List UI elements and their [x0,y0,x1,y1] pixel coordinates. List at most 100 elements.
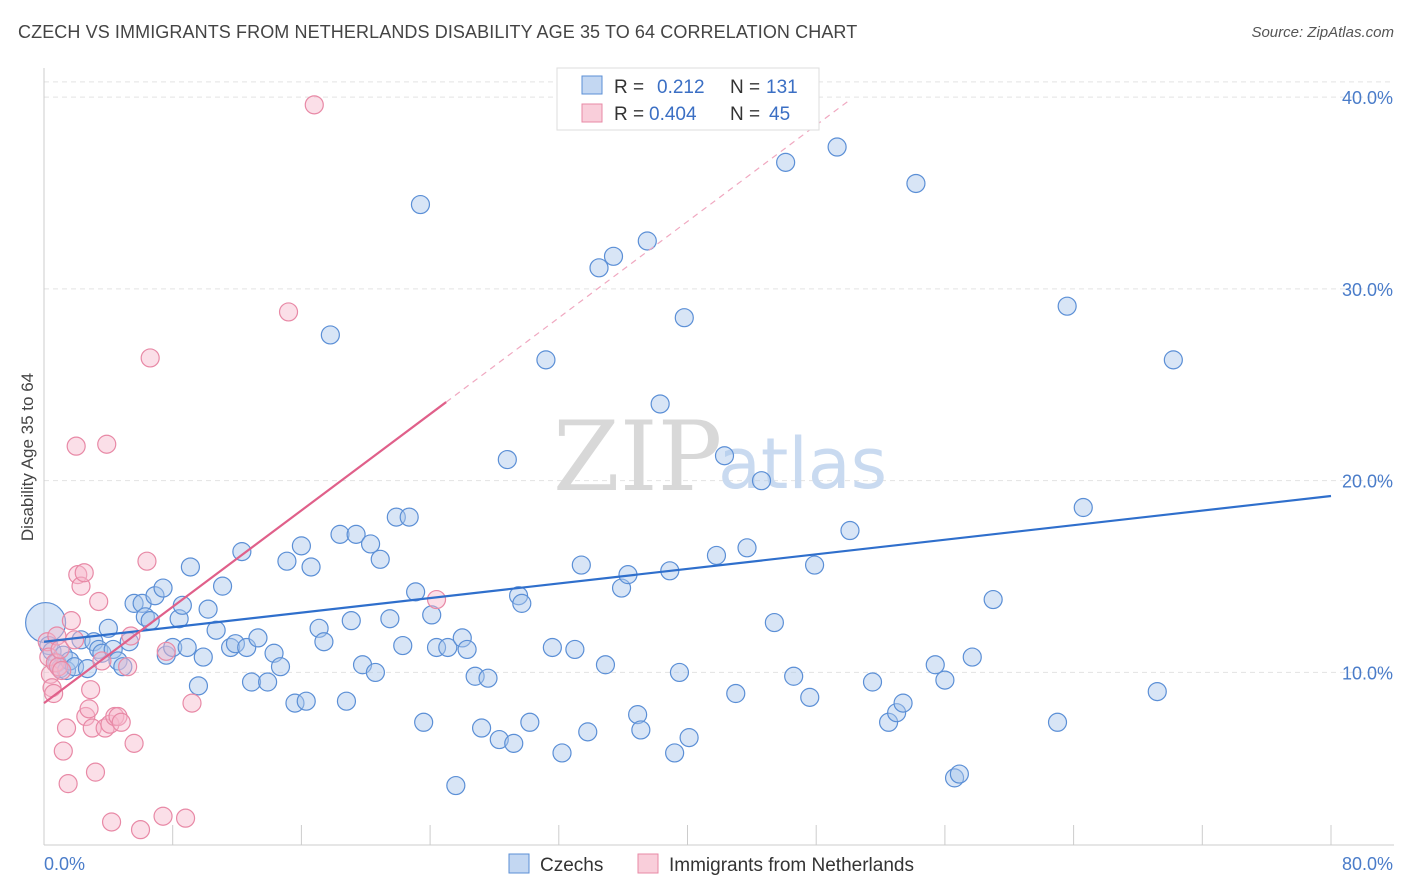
watermark: ZIP atlas [553,401,887,513]
grid-lines [44,81,1394,673]
czechs-n-value: 131 [766,77,798,98]
czechs-point [177,637,197,658]
netherlands-point [97,434,117,454]
netherlands-point [79,699,99,719]
czechs-point [714,446,735,466]
czechs-point [478,668,498,688]
czechs-point [674,308,694,328]
czechs-trend-line [43,494,1332,643]
czechs-point [124,593,144,613]
y-axis-label: Disability Age 35 to 64 [18,373,37,541]
czechs-point [212,576,233,596]
czechs-point [193,647,213,667]
netherlands-swatch [581,103,603,123]
czechs-swatch [581,75,603,95]
czechs-point [452,628,472,648]
czechs-point [776,152,796,172]
netherlands-point [76,706,96,727]
czechs-point [962,647,982,667]
netherlands-point [89,591,109,612]
source-label: Source: ZipAtlas.com [1251,24,1394,41]
czechs-point [650,394,670,414]
czechs-point [800,687,820,707]
czechs-point [426,637,447,658]
czechs-point [893,693,913,713]
czechs-point [751,471,772,491]
netherlands-point [74,563,94,583]
czechs-point [414,712,434,732]
czechs-point [827,137,847,157]
y-tick-labels: 10.0% 20.0% 30.0% 40.0% [1342,88,1393,683]
netherlands-point [118,657,138,677]
czechs-point [291,536,311,556]
czechs-point [248,628,268,648]
czechs-point [314,632,334,652]
czechs-point [1047,712,1068,732]
legend-czechs-label: Czechs [540,855,603,876]
czechs-point [497,449,517,470]
czechs-point [446,775,466,796]
netherlands-point [111,712,131,732]
czechs-point [603,246,624,266]
czechs-point [669,662,690,683]
czechs-point [241,672,262,692]
netherlands-point [175,808,196,828]
netherlands-point [137,551,157,571]
netherlands-point [108,706,128,727]
netherlands-r-label: R = [614,104,644,125]
czechs-point [270,657,291,677]
axes [43,68,1394,846]
czechs-point [258,672,278,692]
czechs-point [925,655,945,675]
czechs-point [504,733,524,753]
czechs-points [25,137,1183,796]
czechs-point [536,350,556,370]
y-tick-label: 20.0% [1342,472,1393,492]
netherlands-point [52,660,72,681]
netherlands-point [101,812,122,832]
czechs-point [225,634,246,654]
czechs-point [360,534,381,554]
czechs-point [595,655,616,675]
czechs-point [628,705,648,725]
czechs-point [320,325,340,345]
netherlands-n-value: 45 [769,104,790,125]
legend-netherlands-swatch [637,853,659,874]
czechs-point [410,194,431,215]
netherlands-point [156,641,176,661]
czechs-point [737,538,757,558]
czechs-point [520,712,540,732]
czechs-point [145,586,165,606]
czechs-point [589,258,609,278]
netherlands-point [140,348,160,368]
y-tick-label: 30.0% [1342,280,1393,300]
netherlands-point [53,741,73,761]
czechs-point [862,672,883,692]
czechs-point [336,691,357,711]
czechs-point [508,586,529,606]
y-tick-label: 40.0% [1342,88,1393,108]
czechs-point [341,611,361,631]
czechs-r-value: 0.212 [657,77,705,98]
netherlands-point [58,774,78,794]
czechs-point [804,555,825,575]
czechs-point [380,609,400,629]
y-tick-label: 10.0% [1342,663,1393,683]
netherlands-point [56,718,77,738]
czechs-point [1057,296,1077,316]
czechs-point [552,743,572,763]
czechs-point [887,703,907,723]
netherlands-point [304,95,324,115]
netherlands-r-value: 0.404 [649,104,697,125]
czechs-n-label: N = [730,77,760,98]
netherlands-point [182,693,202,713]
stats-legend: R = 0.212 N = 131 R = 0.404 N = 45 [556,67,820,131]
series-legend: Czechs Immigrants from Netherlands [508,853,914,876]
czechs-point [346,524,366,544]
netherlands-trend-extension [445,100,849,403]
czechs-point [512,593,532,613]
czechs-point [764,612,784,633]
czechs-point [1163,350,1183,370]
x-tick-labels: 0.0% 80.0% [44,854,1393,874]
